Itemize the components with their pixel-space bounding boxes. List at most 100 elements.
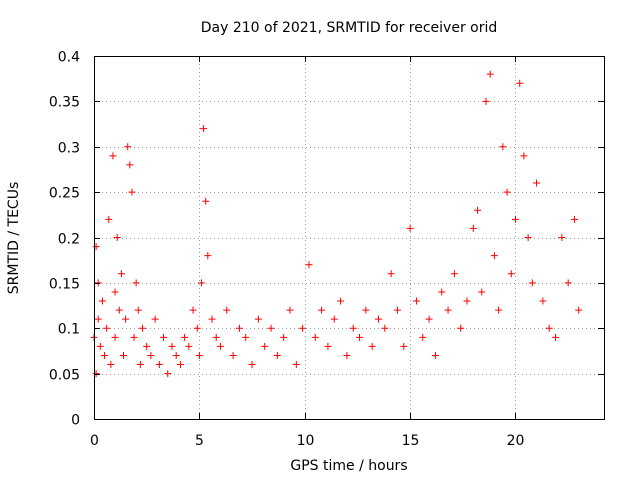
y-tick-label: 0.15 xyxy=(49,277,80,293)
y-tick-label: 0.05 xyxy=(49,368,80,384)
data-point xyxy=(164,370,172,378)
y-tick-label: 0.3 xyxy=(58,141,80,157)
data-point xyxy=(103,324,111,332)
data-point xyxy=(273,351,281,359)
data-point xyxy=(343,351,351,359)
data-point xyxy=(120,351,128,359)
data-point xyxy=(130,333,138,341)
data-point xyxy=(425,315,433,323)
data-point xyxy=(124,143,132,151)
data-point xyxy=(419,333,427,341)
tick-labels: 0 0.05 0.1 0.15 0.2 0.25 0.3 0.35 0.4 0 5 10 15 20 xyxy=(49,50,525,450)
y-tick-label: 0.35 xyxy=(49,95,80,111)
y-axis-label: SRMTID / TECUs xyxy=(6,182,22,295)
data-point xyxy=(235,324,243,332)
data-point xyxy=(242,333,250,341)
data-point xyxy=(387,270,395,278)
x-axis-label: GPS time / hours xyxy=(290,458,407,474)
data-point xyxy=(349,324,357,332)
data-point xyxy=(151,315,159,323)
data-point xyxy=(311,333,319,341)
x-tick-label: 15 xyxy=(402,433,420,449)
data-point xyxy=(208,315,216,323)
data-point xyxy=(176,361,184,369)
data-point xyxy=(463,297,471,305)
data-point xyxy=(216,342,224,350)
data-point xyxy=(431,351,439,359)
data-point xyxy=(128,188,136,196)
data-point xyxy=(132,279,140,287)
data-point xyxy=(143,342,151,350)
data-point xyxy=(516,79,524,87)
data-point xyxy=(564,279,572,287)
data-point xyxy=(299,324,307,332)
data-point xyxy=(482,97,490,105)
data-point xyxy=(552,333,560,341)
data-point xyxy=(96,342,104,350)
data-point xyxy=(168,342,176,350)
data-point xyxy=(197,279,205,287)
data-point xyxy=(400,342,408,350)
y-tick-label: 0.2 xyxy=(58,232,80,248)
data-point xyxy=(528,279,536,287)
data-point xyxy=(486,70,494,78)
y-tick-label: 0.25 xyxy=(49,186,80,202)
data-point xyxy=(412,297,420,305)
data-point xyxy=(533,179,541,187)
data-point xyxy=(111,333,119,341)
data-point xyxy=(438,288,446,296)
data-point xyxy=(520,152,528,160)
data-point xyxy=(223,306,231,314)
data-point xyxy=(330,315,338,323)
data-point xyxy=(499,143,507,151)
data-point xyxy=(98,297,106,305)
data-point xyxy=(113,234,121,241)
data-point xyxy=(469,224,477,232)
data-point xyxy=(558,234,566,241)
data-point xyxy=(318,306,326,314)
data-point xyxy=(261,342,269,350)
data-point xyxy=(134,306,142,314)
data-point xyxy=(507,270,515,278)
data-point xyxy=(356,333,364,341)
data-point xyxy=(202,197,210,205)
data-point xyxy=(109,152,117,160)
data-point xyxy=(503,188,511,196)
data-point xyxy=(511,215,519,223)
data-point xyxy=(195,351,203,359)
data-point xyxy=(200,125,208,133)
data-point xyxy=(92,243,100,251)
data-point xyxy=(393,306,401,314)
data-point xyxy=(115,306,123,314)
data-point xyxy=(495,306,503,314)
data-point xyxy=(136,361,144,369)
grid-lines xyxy=(94,56,604,419)
data-point xyxy=(286,306,294,314)
data-point xyxy=(111,288,119,296)
data-point xyxy=(375,315,383,323)
data-point xyxy=(457,324,465,332)
data-point xyxy=(172,351,180,359)
data-point xyxy=(444,306,452,314)
data-point xyxy=(138,324,146,332)
data-point xyxy=(117,270,125,278)
data-point xyxy=(181,333,189,341)
data-point xyxy=(474,206,482,214)
x-tick-label: 20 xyxy=(507,433,525,449)
data-point xyxy=(292,361,300,369)
data-point xyxy=(101,351,109,359)
data-point xyxy=(575,306,583,314)
x-tick-label: 0 xyxy=(90,433,99,449)
data-point xyxy=(362,306,370,314)
data-point xyxy=(570,215,578,223)
tick-marks xyxy=(94,56,604,420)
data-point xyxy=(185,342,193,350)
data-point xyxy=(160,333,168,341)
data-point xyxy=(105,215,113,223)
data-point xyxy=(92,370,100,378)
data-point xyxy=(305,261,313,269)
data-point xyxy=(126,161,134,169)
data-point xyxy=(122,315,130,323)
data-point xyxy=(381,324,389,332)
data-point xyxy=(267,324,275,332)
